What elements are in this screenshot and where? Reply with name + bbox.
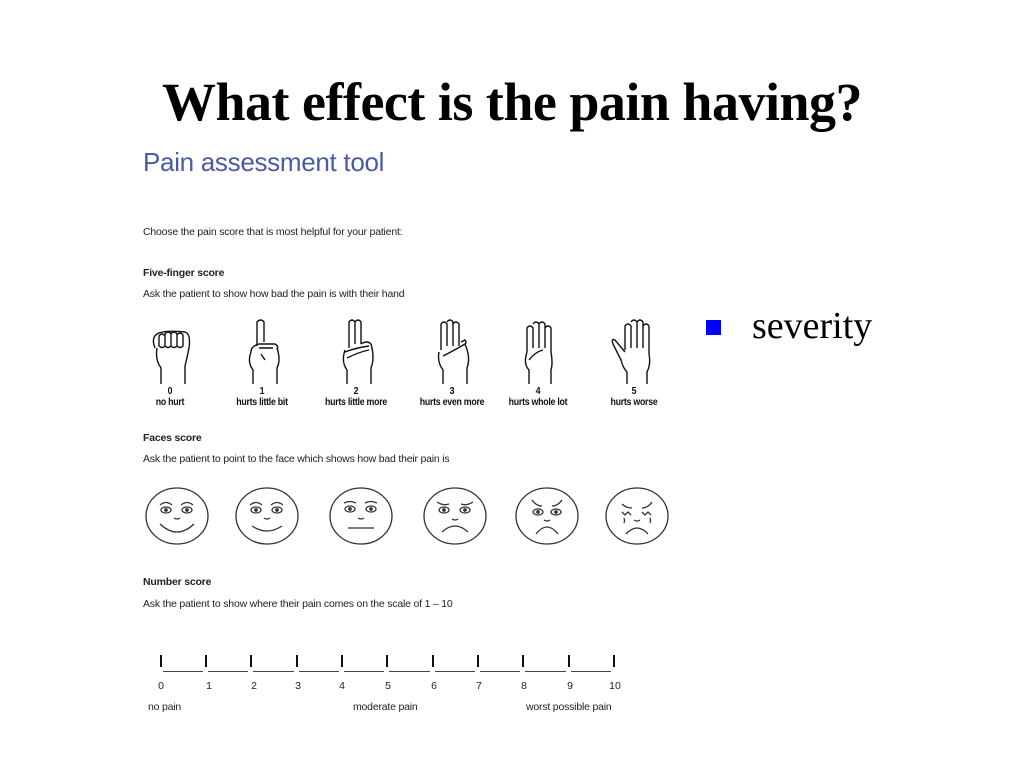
hand-score-3: 3 hurts even more [412, 318, 492, 408]
scale-number-3: 3 [295, 680, 301, 692]
hand-score-number: 0 [167, 386, 173, 397]
scale-number-7: 7 [476, 680, 482, 692]
hand-score-number: 3 [449, 386, 455, 397]
faces-instruction: Ask the patient to point to the face whi… [143, 453, 450, 465]
number-heading: Number score [143, 576, 212, 588]
fist-hand-icon [152, 330, 191, 384]
number-instruction: Ask the patient to show where their pain… [143, 598, 453, 610]
bullet-severity: severity [752, 305, 873, 347]
scale-tick [205, 655, 207, 667]
hand-score-2: 2 hurts little more [316, 318, 396, 408]
tool-title: Pain assessment tool [143, 147, 385, 177]
scale-tick [613, 655, 615, 667]
five-finger-instruction: Ask the patient to show how bad the pain… [143, 288, 405, 300]
scale-tick [296, 655, 298, 667]
hand-score-number: 4 [535, 386, 541, 397]
scale-tick [341, 655, 343, 667]
scale-number-0: 0 [158, 680, 164, 692]
scale-tick [432, 655, 434, 667]
scale-tick [160, 655, 162, 667]
hand-score-number: 1 [259, 386, 265, 397]
scale-number-6: 6 [431, 680, 437, 692]
hand-score-1: 1 hurts little bit [222, 318, 302, 408]
scale-anchor-low: no pain [148, 701, 182, 713]
hand-score-0: 0 no hurt [130, 318, 210, 408]
scale-number-10: 10 [609, 680, 621, 692]
scale-number-2: 2 [251, 680, 257, 692]
crying-face-icon [605, 487, 669, 545]
big-smile-face-icon [145, 487, 209, 545]
hand-score-label: hurts even more [419, 397, 485, 408]
three-finger-hand-icon [437, 319, 470, 384]
hand-score-label: no hurt [155, 397, 185, 408]
scale-tick [522, 655, 524, 667]
slide-title: What effect is the pain having? [162, 72, 863, 132]
one-finger-hand-icon [248, 319, 280, 384]
smile-face-icon [235, 487, 299, 545]
scale-number-8: 8 [521, 680, 527, 692]
hand-score-label: hurts little bit [236, 397, 288, 408]
scale-number-9: 9 [567, 680, 573, 692]
scale-tick [477, 655, 479, 667]
faces-heading: Faces score [143, 432, 202, 444]
scale-tick [250, 655, 252, 667]
square-bullet-icon [706, 320, 721, 335]
scale-tick [386, 655, 388, 667]
hand-score-label: hurts little more [324, 397, 388, 408]
neutral-face-icon [329, 487, 393, 545]
scale-number-5: 5 [385, 680, 391, 692]
scale-anchor-mid: moderate pain [353, 701, 418, 713]
scale-number-4: 4 [339, 680, 345, 692]
hand-score-number: 2 [353, 386, 359, 397]
hand-score-4: 4 hurts whole lot [498, 318, 578, 408]
scale-anchor-high: worst possible pain [526, 701, 612, 713]
hand-score-5: 5 hurts worse [594, 318, 674, 408]
tool-intro: Choose the pain score that is most helpf… [143, 226, 403, 238]
hand-score-number: 5 [631, 386, 637, 397]
hand-score-label: hurts worse [610, 397, 658, 408]
four-finger-hand-icon [524, 321, 553, 384]
open-hand-icon [611, 319, 651, 384]
five-finger-heading: Five-finger score [143, 267, 225, 279]
scale-tick [568, 655, 570, 667]
hand-score-label: hurts whole lot [508, 397, 568, 408]
frown-face-icon [423, 487, 487, 545]
scale-number-1: 1 [206, 680, 212, 692]
sad-face-icon [515, 487, 579, 545]
number-scale [160, 655, 620, 675]
two-finger-hand-icon [342, 319, 374, 384]
